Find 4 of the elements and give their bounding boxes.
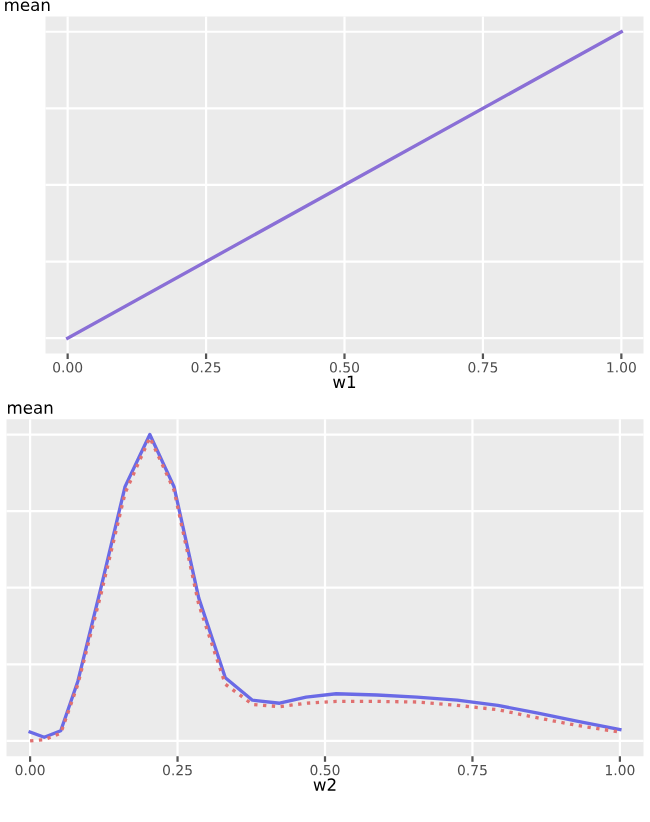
x-axis-title: w1 bbox=[333, 375, 356, 388]
chart-title: mean bbox=[8, 404, 53, 414]
chart-title: mean bbox=[5, 1, 50, 12]
x-axis-title: w2 bbox=[313, 778, 336, 791]
